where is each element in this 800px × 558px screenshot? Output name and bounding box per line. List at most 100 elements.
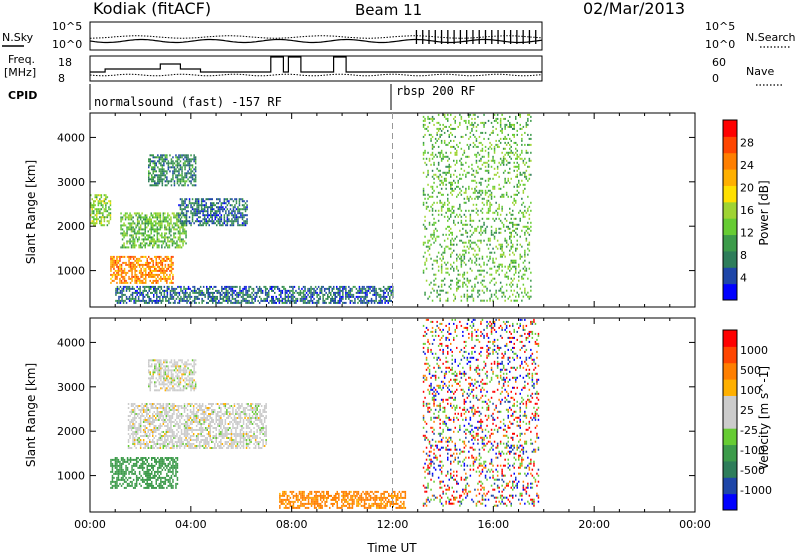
heatmap-cell xyxy=(524,288,526,290)
heatmap-cell xyxy=(471,174,473,176)
heatmap-cell xyxy=(162,278,164,280)
heatmap-cell xyxy=(228,210,230,212)
heatmap-cell xyxy=(386,300,388,302)
heatmap-cell xyxy=(129,300,131,302)
heatmap-cell xyxy=(509,124,511,126)
heatmap-cell xyxy=(470,224,472,226)
heatmap-cell xyxy=(450,124,452,126)
heatmap-cell xyxy=(449,234,451,236)
heatmap-cell xyxy=(184,156,186,158)
heatmap-cell xyxy=(233,292,235,294)
heatmap-cell xyxy=(131,262,133,264)
heatmap-cell xyxy=(211,292,213,294)
heatmap-cell xyxy=(489,256,491,258)
heatmap-cell xyxy=(228,214,230,216)
heatmap-cell xyxy=(179,230,181,232)
heatmap-cell xyxy=(221,202,223,204)
heatmap-cell xyxy=(429,224,431,226)
heatmap-cell xyxy=(128,485,130,487)
heatmap-cell xyxy=(150,276,152,278)
heatmap-cell xyxy=(529,174,531,176)
heatmap-cell xyxy=(185,288,187,290)
heatmap-cell xyxy=(530,230,532,232)
heatmap-cell xyxy=(118,459,120,461)
heatmap-cell xyxy=(365,288,367,290)
heatmap-cell xyxy=(149,234,151,236)
heatmap-cell xyxy=(461,222,463,224)
heatmap-cell xyxy=(526,230,528,232)
heatmap-cell xyxy=(433,218,435,220)
heatmap-cell xyxy=(122,477,124,479)
heatmap-cell xyxy=(172,224,174,226)
heatmap-cell xyxy=(159,270,161,272)
heatmap-cell xyxy=(338,300,340,302)
heatmap-cell xyxy=(119,467,121,469)
heatmap-cell xyxy=(124,256,126,258)
heatmap-cell xyxy=(471,210,473,212)
heatmap-cell xyxy=(134,407,136,409)
heatmap-cell xyxy=(181,166,183,168)
heatmap-cell xyxy=(107,202,109,204)
heatmap-cell xyxy=(148,443,150,445)
heatmap-cell xyxy=(202,214,204,216)
heatmap-cell xyxy=(172,176,174,178)
heatmap-cell xyxy=(464,192,466,194)
heatmap-cell xyxy=(135,214,137,216)
heatmap-cell xyxy=(449,286,451,288)
heatmap-cell xyxy=(477,198,479,200)
heatmap-cell xyxy=(148,170,150,172)
heatmap-cell xyxy=(291,286,293,288)
heatmap-cell xyxy=(173,290,175,292)
heatmap-cell xyxy=(285,288,287,290)
heatmap-cell xyxy=(157,413,159,415)
noise-sky-trace xyxy=(90,40,542,43)
heatmap-cell xyxy=(359,292,361,294)
heatmap-cell xyxy=(503,224,505,226)
heatmap-cell xyxy=(177,286,179,288)
heatmap-cell xyxy=(288,296,290,298)
heatmap-cell xyxy=(447,118,449,120)
heatmap-cell xyxy=(154,425,156,427)
heatmap-cell xyxy=(120,224,122,226)
heatmap-cell xyxy=(500,188,502,190)
heatmap-cell xyxy=(432,148,434,150)
heatmap-cell xyxy=(115,463,117,465)
heatmap-cell xyxy=(515,228,517,230)
heatmap-cell xyxy=(245,290,247,292)
heatmap-cell xyxy=(153,264,155,266)
heatmap-cell xyxy=(432,238,434,240)
heatmap-cell xyxy=(464,274,466,276)
heatmap-cell xyxy=(461,116,463,118)
heatmap-cell xyxy=(234,204,236,206)
heatmap-cell xyxy=(168,266,170,268)
heatmap-cell xyxy=(307,288,309,290)
heatmap-cell xyxy=(459,280,461,282)
heatmap-cell xyxy=(173,298,175,300)
heatmap-cell xyxy=(124,272,126,274)
heatmap-cell xyxy=(430,236,432,238)
heatmap-cell xyxy=(203,286,205,288)
heatmap-cell xyxy=(504,180,506,182)
heatmap-cell xyxy=(138,246,140,248)
heatmap-cell xyxy=(465,232,467,234)
heatmap-cell xyxy=(153,276,155,278)
heatmap-cell xyxy=(192,184,194,186)
heatmap-cell xyxy=(178,168,180,170)
heatmap-cell xyxy=(150,266,152,268)
heatmap-cell xyxy=(172,274,174,276)
heatmap-cell xyxy=(241,300,243,302)
heatmap-cell xyxy=(427,172,429,174)
heatmap-cell xyxy=(172,264,174,266)
heatmap-cell xyxy=(503,292,505,294)
heatmap-cell xyxy=(254,298,256,300)
heatmap-cell xyxy=(514,290,516,292)
heatmap-cell xyxy=(147,485,149,487)
heatmap-cell xyxy=(479,142,481,144)
heatmap-cell xyxy=(245,206,247,208)
heatmap-cell xyxy=(159,296,161,298)
heatmap-cell xyxy=(166,459,168,461)
heatmap-cell xyxy=(93,212,95,214)
heatmap-cell xyxy=(98,202,100,204)
heatmap-cell xyxy=(445,188,447,190)
heatmap-cell xyxy=(184,154,186,156)
